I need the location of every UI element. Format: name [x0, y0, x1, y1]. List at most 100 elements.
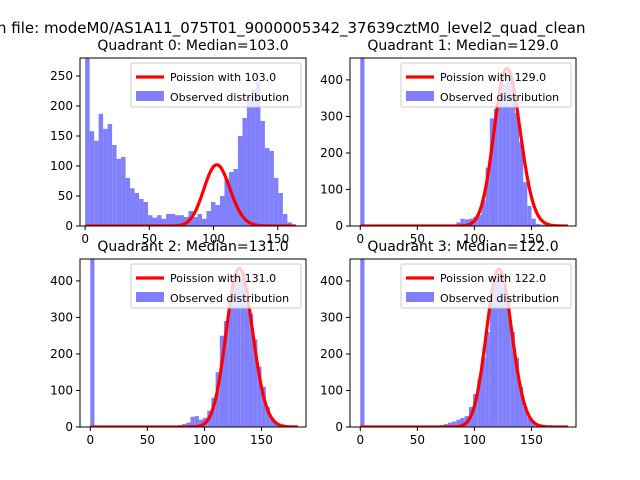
histogram-bar [198, 419, 204, 427]
histogram-bar [179, 215, 185, 226]
histogram-bar [493, 280, 499, 427]
x-tick-label: 100 [463, 232, 486, 246]
histogram-bar [544, 224, 549, 226]
y-tick-label: 200 [320, 146, 343, 160]
histogram-bar [531, 218, 536, 226]
histogram-bar [502, 288, 507, 427]
subplot-quadrant-2: 0 50 100 150 0 100 200 300 400 Quadrant 2: Median… [50, 239, 307, 447]
histogram-bar [527, 205, 532, 226]
histogram-bar [489, 118, 495, 226]
figure-suptitle: n file: modeM0/AS1A11_075T01_9000005342_… [0, 19, 586, 38]
histogram-bar [240, 279, 245, 427]
histogram-bar [261, 386, 266, 427]
subplot-quadrant-3: 0 50 100 150 0 100 200 300 400 Quadrant 3: Median… [320, 239, 577, 447]
histogram-bar [464, 219, 469, 226]
legend-hist-label: Observed distribution [170, 91, 289, 104]
x-tick-label: 0 [86, 433, 94, 447]
histogram-bar [161, 218, 167, 226]
legend: Poission with 103.0 Observed distribution [130, 62, 302, 108]
y-tick-label: 50 [58, 189, 73, 203]
histogram-bar [535, 223, 540, 226]
histogram-bar [125, 178, 131, 226]
histogram-bar [531, 422, 536, 427]
subplot-title: Quadrant 3: Median=122.0 [367, 239, 558, 255]
histogram-bar [253, 339, 258, 427]
axes-frame [349, 57, 577, 227]
legend-line-label: Poission with 131.0 [170, 272, 276, 285]
histogram-bar [539, 224, 545, 226]
poisson-model-line [359, 267, 569, 427]
y-tick-label: 0 [65, 219, 73, 233]
legend-box [400, 62, 572, 108]
y-tick-label: 150 [50, 129, 73, 143]
y-tick-label: 0 [65, 420, 73, 434]
histogram-bar [460, 218, 465, 226]
histogram-bar [201, 218, 207, 226]
legend: Poission with 122.0 Observed distribution [400, 263, 572, 309]
histogram-bar [460, 417, 465, 427]
y-tick-label: 100 [50, 383, 73, 397]
histogram-bar [264, 148, 270, 226]
histogram-bar [282, 214, 288, 226]
histogram-bar [452, 421, 457, 427]
histogram-bar [143, 202, 149, 226]
histogram-bar [193, 217, 198, 226]
histogram-bar [456, 222, 461, 226]
legend-line-label: Poission with 103.0 [170, 71, 276, 84]
y-tick-label: 0 [335, 420, 343, 434]
plot-area [89, 259, 299, 427]
histogram-bar [493, 109, 499, 226]
legend-hist-swatch [406, 292, 434, 302]
histogram-bar [211, 397, 216, 427]
x-tick-label: 100 [193, 433, 216, 447]
y-tick-label: 400 [320, 274, 343, 288]
legend-hist-label: Observed distribution [440, 91, 559, 104]
legend-hist-swatch [406, 91, 434, 101]
x-tick-label: 150 [520, 433, 543, 447]
histogram-bar [112, 145, 117, 226]
histogram-bar [523, 182, 528, 226]
y-tick-label: 200 [320, 347, 343, 361]
histogram-bar [456, 419, 461, 427]
x-tick-label: 50 [410, 433, 425, 447]
axes-frame [349, 258, 577, 428]
histogram-bar [273, 178, 279, 226]
x-tick-label: 50 [142, 232, 157, 246]
histogram-bar [481, 357, 486, 427]
plot-area [84, 58, 297, 226]
histogram-bar [233, 169, 238, 226]
axes-frame [79, 258, 307, 428]
histogram-bar [477, 379, 482, 427]
legend-box [130, 263, 302, 309]
histogram-bar [527, 417, 532, 427]
histogram-bar [257, 366, 262, 427]
histogram-bar [94, 140, 99, 226]
histogram-bar [206, 211, 211, 226]
histogram-bar [175, 215, 180, 226]
y-tick-label: 300 [50, 310, 73, 324]
histogram-bar [255, 82, 261, 226]
subplot-quadrant-1: 0 50 100 150 0 100 200 300 400 Quadrant 1: Median… [320, 38, 577, 246]
x-tick-label: 0 [356, 433, 364, 447]
histogram-bar [514, 357, 519, 427]
y-tick-label: 300 [320, 109, 343, 123]
histogram-bar [523, 406, 528, 427]
histogram-bar [481, 200, 486, 226]
histogram-bar [157, 215, 162, 226]
histogram-bar [134, 193, 140, 226]
legend-box [130, 62, 302, 108]
histogram-bar [251, 89, 256, 226]
histogram-bar [130, 188, 135, 226]
subplot-title: Quadrant 0: Median=103.0 [97, 38, 288, 54]
legend-line-label: Poission with 129.0 [440, 71, 546, 84]
histogram-bar [506, 297, 511, 427]
legend-hist-label: Observed distribution [170, 292, 289, 305]
histogram-bar [510, 332, 515, 427]
histogram-bar [260, 121, 265, 226]
histogram-bar [186, 422, 191, 427]
histogram-bar [223, 321, 229, 427]
histogram-bar [249, 313, 254, 427]
histogram-bar [360, 259, 365, 427]
histogram-bar [498, 273, 503, 427]
